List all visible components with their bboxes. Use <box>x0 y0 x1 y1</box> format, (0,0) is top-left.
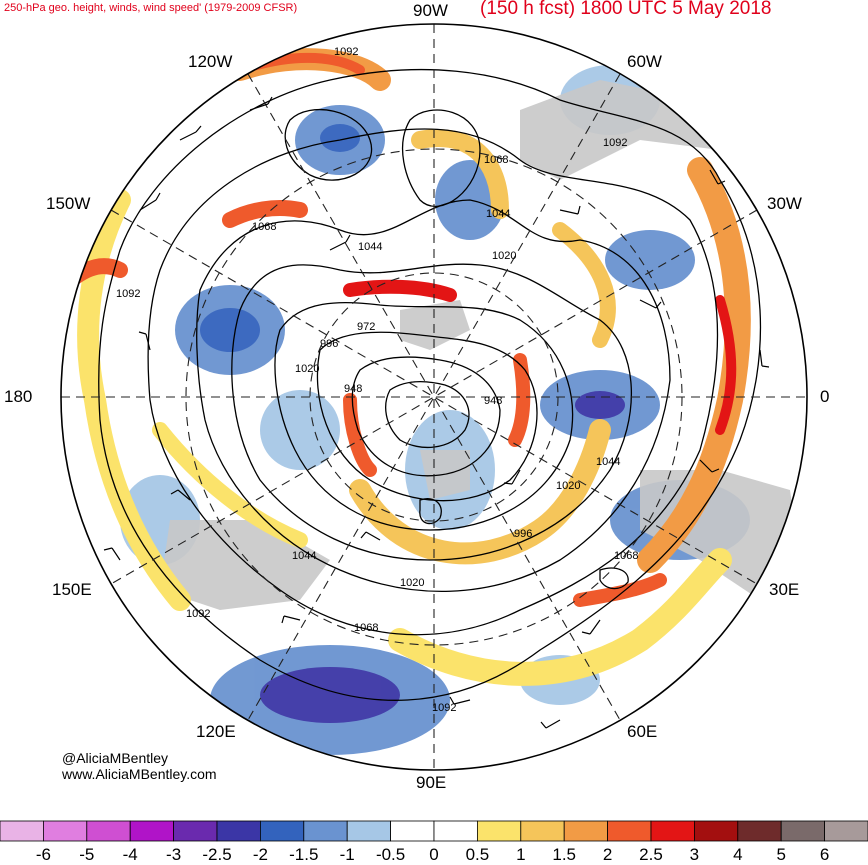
legend-swatch <box>520 820 565 842</box>
jet-streak-shading <box>61 48 751 686</box>
legend-tick-label: 6 <box>819 845 830 864</box>
contour-labels: 1092 1092 1092 1092 1092 1068 1068 1068 … <box>116 46 638 714</box>
svg-text:948: 948 <box>484 395 502 407</box>
meridian-label-150e: 150E <box>52 580 92 599</box>
svg-text:1044: 1044 <box>358 241 382 253</box>
legend-tick-label: -0.5 <box>375 845 406 864</box>
svg-text:1044: 1044 <box>486 208 510 220</box>
svg-text:1020: 1020 <box>492 250 516 262</box>
legend-swatch <box>476 820 522 842</box>
credit-website: www.AliciaMBentley.com <box>62 766 217 782</box>
svg-text:1068: 1068 <box>484 154 508 166</box>
height-contours <box>98 68 762 701</box>
legend-swatch <box>0 820 44 842</box>
map-border <box>60 23 808 771</box>
svg-text:1092: 1092 <box>186 608 210 620</box>
svg-text:1068: 1068 <box>252 221 276 233</box>
meridian-label-30e: 30E <box>769 580 800 599</box>
legend-swatch <box>259 820 305 842</box>
legend-swatch <box>607 820 652 842</box>
legend-tick-label: -2.5 <box>202 845 232 864</box>
svg-text:1020: 1020 <box>400 577 424 589</box>
wind-barbs <box>103 96 770 729</box>
svg-text:1020: 1020 <box>556 480 580 492</box>
legend-tick-label: 5 <box>776 845 786 864</box>
legend-swatch <box>780 820 826 842</box>
legend-swatch <box>346 820 392 842</box>
legend-tick-label: -4 <box>122 845 138 864</box>
credit-handle: @AliciaMBentley <box>62 750 169 766</box>
svg-text:996: 996 <box>320 338 338 350</box>
legend-tick-label: -6 <box>35 845 51 864</box>
legend-tick-label: 2 <box>602 845 613 864</box>
meridian-label-0: 0 <box>820 387 830 406</box>
legend-tick-label: -2 <box>252 845 268 864</box>
svg-text:972: 972 <box>357 321 375 333</box>
legend-tick-label: -5 <box>79 845 95 864</box>
meridian-label-90e: 90E <box>416 773 447 792</box>
svg-text:1092: 1092 <box>603 137 627 149</box>
legend-tick-label: 1.5 <box>552 845 577 864</box>
map-header-title: 250-hPa geo. height, winds, wind speed' … <box>4 2 298 14</box>
meridian-label-150w: 150W <box>46 194 91 213</box>
svg-text:1092: 1092 <box>334 46 358 58</box>
svg-text:1068: 1068 <box>354 622 378 634</box>
legend-swatch <box>86 820 131 842</box>
meridian-label-60w: 60W <box>627 52 662 71</box>
legend-swatch <box>737 820 782 842</box>
svg-text:948: 948 <box>344 383 362 395</box>
svg-text:1092: 1092 <box>432 702 456 714</box>
meridian-label-60e: 60E <box>627 722 658 741</box>
legend-tick-label: 2.5 <box>639 845 663 864</box>
meridian-label-120e: 120E <box>196 722 236 741</box>
svg-text:1020: 1020 <box>295 363 319 375</box>
meridian-label-120w: 120W <box>188 52 233 71</box>
legend-swatch <box>173 820 218 842</box>
legend-swatch <box>43 820 88 842</box>
graticule <box>61 24 807 770</box>
legend-swatch <box>694 820 739 842</box>
legend-tick-label: -3 <box>166 845 182 864</box>
legend-swatch <box>650 820 695 842</box>
legend-swatch <box>390 820 435 842</box>
legend-swatch <box>433 820 478 842</box>
legend-tick-label: 0.5 <box>465 845 490 864</box>
legend-tick-label: 3 <box>689 845 700 864</box>
svg-text:996: 996 <box>514 528 532 540</box>
legend-swatch <box>129 820 174 842</box>
legend-tick-label: -1.5 <box>289 845 319 864</box>
legend-tick-label: 0 <box>429 845 439 864</box>
polar-map: 1092 1092 1092 1092 1092 1068 1068 1068 … <box>60 23 808 771</box>
meridian-label-90w: 90W <box>413 1 448 20</box>
color-scale-legend <box>0 820 868 842</box>
legend-tick-label: 1 <box>516 845 526 864</box>
meridian-label-180: 180 <box>4 387 33 406</box>
legend-swatch <box>303 820 348 842</box>
svg-text:1068: 1068 <box>614 550 638 562</box>
svg-text:1044: 1044 <box>596 456 620 468</box>
legend-swatch <box>216 820 261 842</box>
legend-tick-label: -1 <box>339 845 355 864</box>
forecast-time-title: (150 h fcst) 1800 UTC 5 May 2018 <box>480 0 772 19</box>
legend-swatch <box>824 820 868 842</box>
legend-swatch <box>563 820 609 842</box>
meridian-label-30w: 30W <box>767 194 802 213</box>
legend-tick-label: 4 <box>733 845 743 864</box>
svg-text:1044: 1044 <box>292 550 316 562</box>
svg-text:1092: 1092 <box>116 288 140 300</box>
